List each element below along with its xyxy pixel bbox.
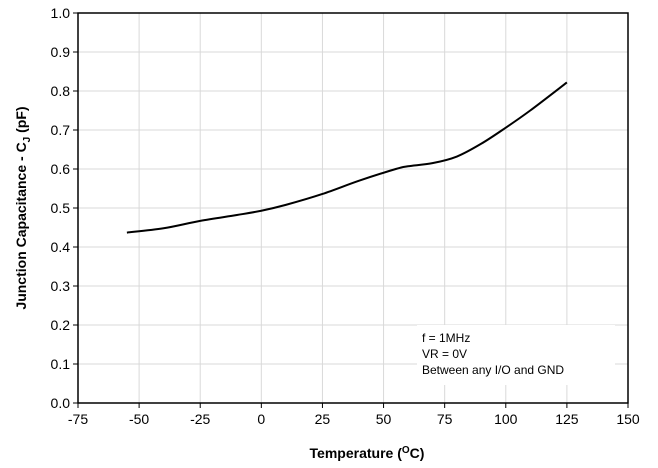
y-tick-label: 0.7 xyxy=(51,122,71,138)
annotation-frequency: f = 1MHz xyxy=(422,331,470,345)
grid-lines xyxy=(78,13,628,403)
annotation-condition: Between any I/O and GND xyxy=(422,363,564,377)
x-tick-label: 75 xyxy=(437,411,453,427)
y-tick-label: 0.8 xyxy=(51,83,71,99)
x-tick-label: 150 xyxy=(616,411,640,427)
y-axis-ticks: 0.0 0.1 0.2 0.3 0.4 0.5 0.6 0.7 0.8 0.9 1.0 xyxy=(51,5,78,411)
x-tick-label: 25 xyxy=(315,411,331,427)
y-tick-label: 0.9 xyxy=(51,44,71,60)
x-axis-label: Temperature (OC) xyxy=(310,445,425,461)
y-tick-label: 0.2 xyxy=(51,317,71,333)
y-tick-label: 0.6 xyxy=(51,161,71,177)
x-tick-label: -75 xyxy=(68,411,88,427)
x-tick-label: 0 xyxy=(257,411,265,427)
x-tick-label: 100 xyxy=(494,411,518,427)
y-axis-label: Junction Capacitance - CJ (pF) xyxy=(13,106,33,309)
annotation-voltage: VR = 0V xyxy=(422,347,467,361)
y-tick-label: 0.4 xyxy=(51,239,71,255)
y-tick-label: 0.5 xyxy=(51,200,71,216)
y-tick-label: 0.3 xyxy=(51,278,71,294)
y-tick-label: 0.0 xyxy=(51,395,71,411)
y-tick-label: 1.0 xyxy=(51,5,71,21)
y-tick-label: 0.1 xyxy=(51,356,71,372)
x-tick-label: 50 xyxy=(376,411,392,427)
conditions-annotation: f = 1MHz VR = 0V Between any I/O and GND xyxy=(417,325,615,385)
x-tick-label: -50 xyxy=(129,411,149,427)
x-tick-label: 125 xyxy=(555,411,579,427)
x-tick-label: -25 xyxy=(190,411,210,427)
x-axis-ticks: -75 -50 -25 0 25 50 75 100 125 150 xyxy=(68,403,640,427)
capacitance-curve xyxy=(126,81,568,234)
